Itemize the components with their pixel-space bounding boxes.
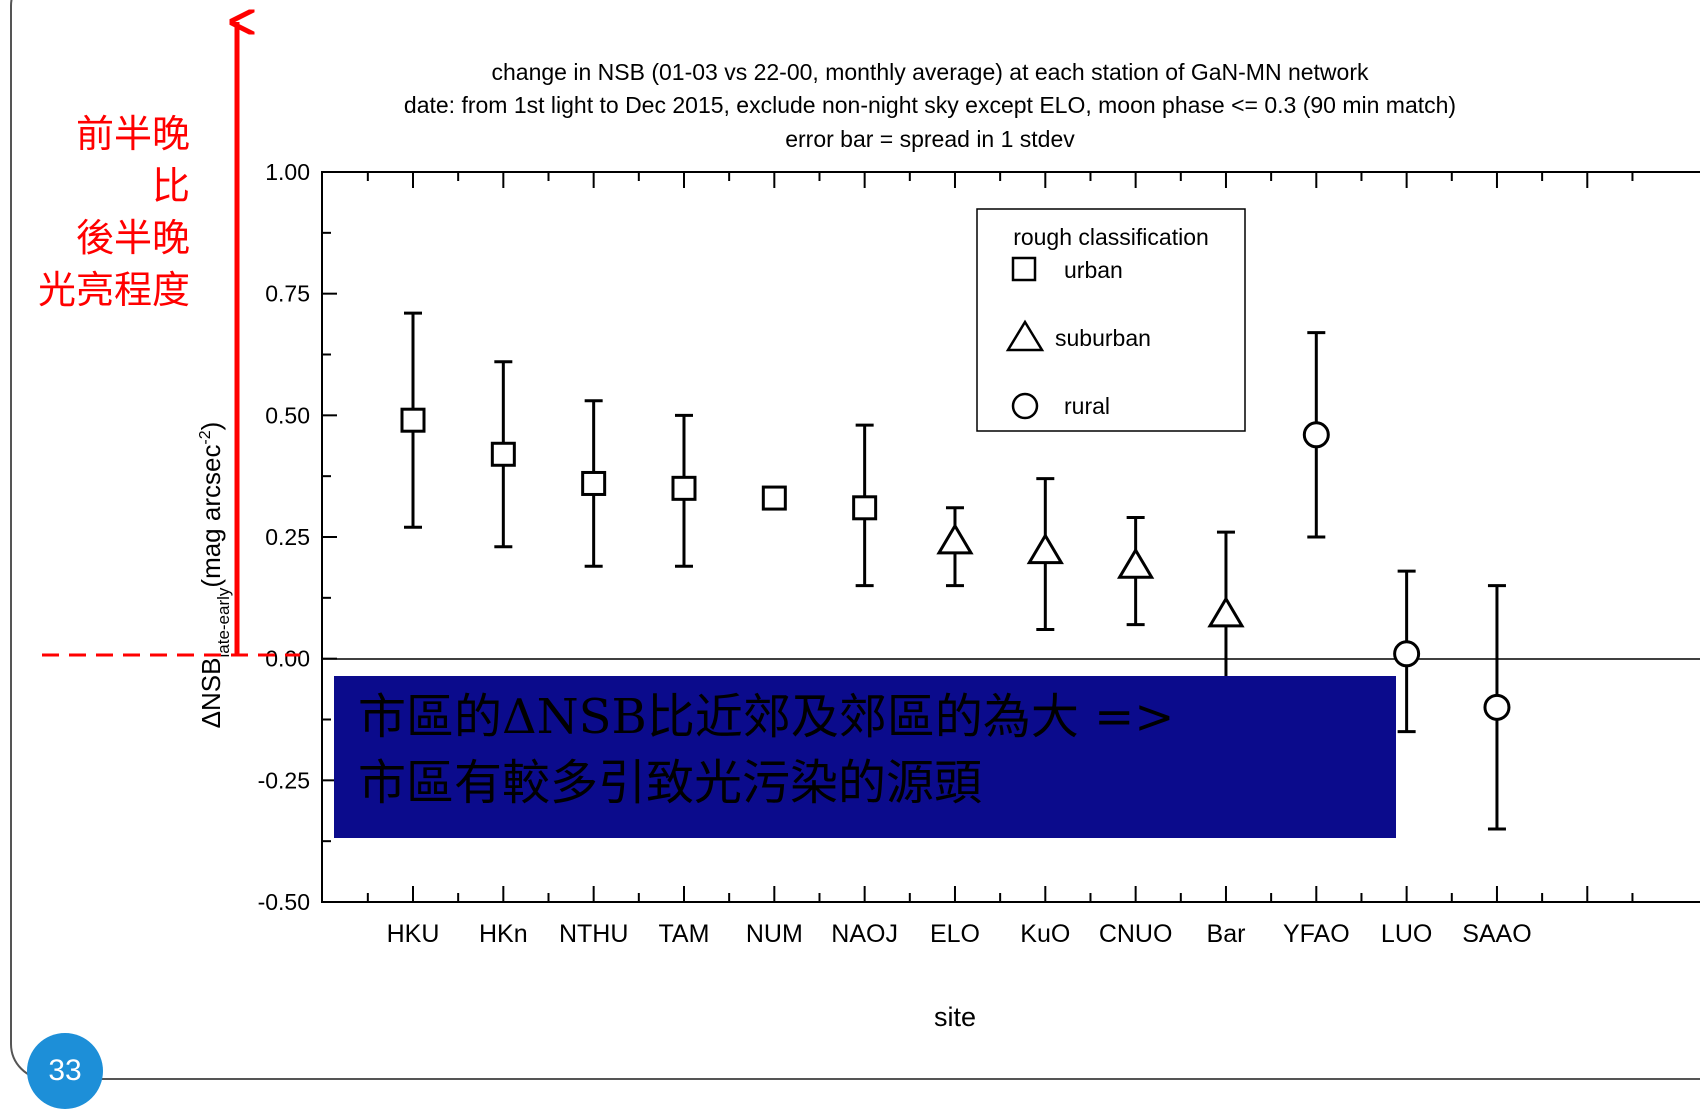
legend-suburban-label: suburban [1055,325,1151,351]
x-tick-label: HKn [479,920,528,948]
legend-urban-icon [1011,256,1037,282]
annotation-line: 比 [151,164,190,208]
legend-urban-label: urban [1064,257,1123,283]
annotation-line: 光亮程度 [37,268,190,312]
point-kuo [1026,532,1064,565]
point-bar [1207,595,1245,628]
point-tam [671,475,697,501]
y-tick-label: 0.00 [265,646,310,672]
legend: rough classification urban suburban rura… [976,208,1246,432]
point-saao [1483,693,1511,721]
x-axis: HKU HKn NTHU TAM NUM NAOJ ELO KuO CNUO Bar YFAO LUO… [366,172,1634,948]
y-tick-label: 0.50 [265,402,310,428]
point-hkn [490,441,516,467]
brightness-annotation: 前半晚 比 後半晚 光亮程度 [38,108,190,316]
y-tick-label: 0.75 [265,281,310,307]
callout-line-2: 市區有較多引致光污染的源頭 [358,755,983,811]
x-tick-label: SAAO [1462,920,1531,948]
point-naoj [852,495,878,521]
x-tick-label: TAM [659,920,710,948]
y-axis-label: ΔNSBlate-early(mag arcsec-2) [196,422,233,729]
y-tick-label: -0.50 [258,889,310,915]
x-tick-label: YFAO [1283,920,1350,948]
y-axis: 1.00 0.75 0.50 0.25 0.00 -0.25 -0.50 [258,159,337,915]
y-tick-label: 0.25 [265,524,310,550]
legend-title: rough classification [1013,224,1209,250]
y-tick-label: -0.25 [258,767,310,793]
point-luo [1393,640,1421,668]
point-num [761,485,787,511]
point-elo [936,522,974,555]
chart-title-line2: date: from 1st light to Dec 2015, exclud… [404,92,1456,118]
point-cnuo [1117,547,1155,579]
x-tick-label: NUM [746,920,803,948]
page-number: 33 [48,1054,82,1087]
x-tick-label: Bar [1207,920,1246,948]
x-tick-label: NTHU [559,920,628,948]
page-number-badge: 33 [27,1033,103,1109]
x-tick-label: LUO [1381,920,1432,948]
x-tick-label: NAOJ [831,920,898,948]
slide-frame [10,0,1700,1080]
legend-rural-icon [1011,392,1039,420]
point-nthu [581,470,607,496]
point-hku [400,407,426,433]
x-tick-label: KuO [1020,920,1070,948]
legend-suburban-icon [1005,319,1045,352]
legend-rural-label: rural [1064,393,1110,419]
point-yfao [1302,421,1330,449]
callout-line-1: 市區的ΔNSB比近郊及郊區的為大 => [358,689,1175,745]
chart-title-line3: error bar = spread in 1 stdev [785,126,1075,152]
chart-title-line1: change in NSB (01-03 vs 22-00, monthly a… [492,59,1369,85]
y-tick-label: 1.00 [265,159,310,185]
x-tick-label: HKU [387,920,440,948]
x-axis-label: site [934,1002,976,1032]
data-markers [400,407,1511,721]
callout-box: 市區的ΔNSB比近郊及郊區的為大 => 市區有較多引致光污染的源頭 [334,676,1396,838]
x-tick-label: ELO [930,920,980,948]
x-tick-label: CNUO [1099,920,1173,948]
annotation-line: 前半晚 [75,112,190,156]
annotation-line: 後半晚 [75,216,190,260]
